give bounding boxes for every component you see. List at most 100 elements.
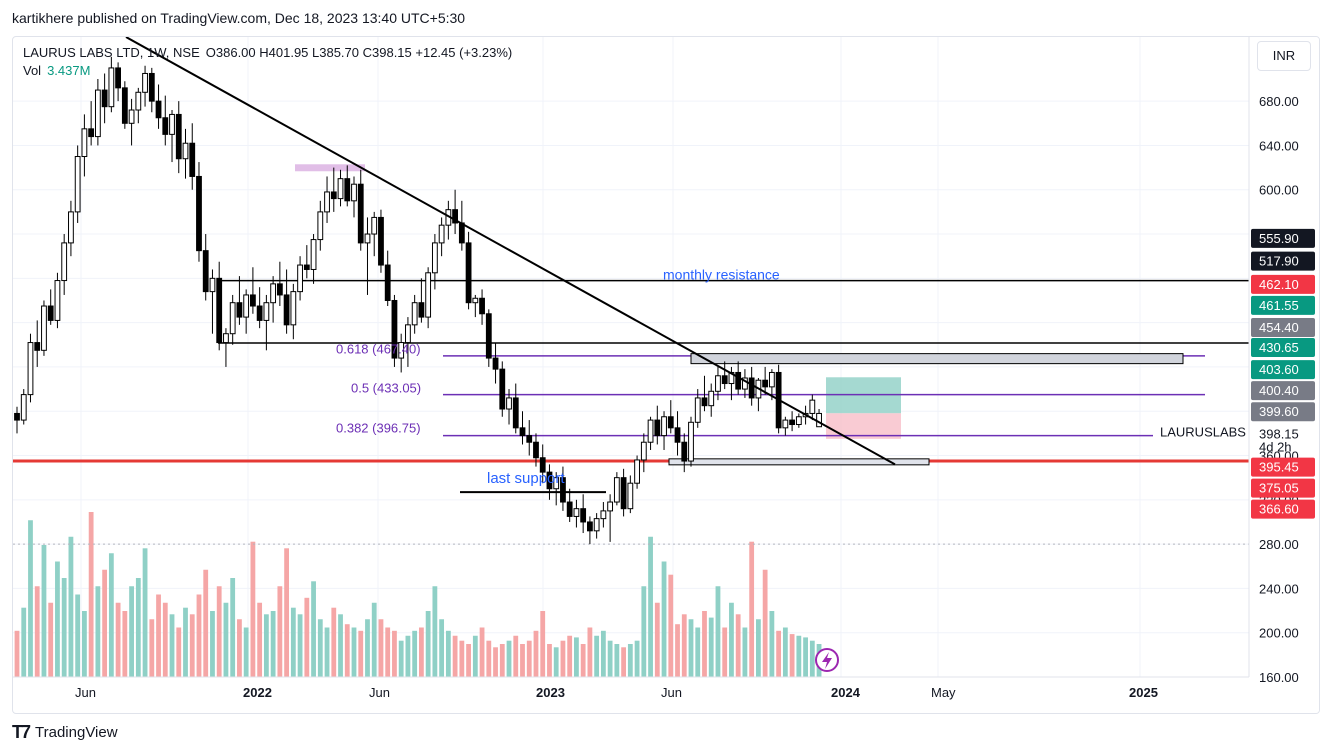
price-tick-label: 280.00 — [1259, 537, 1299, 552]
volume-bar — [506, 640, 512, 677]
candle — [418, 302, 425, 318]
price-tag-label: 400.40 — [1259, 383, 1299, 398]
candle — [809, 399, 816, 414]
volume-bar — [142, 548, 148, 677]
candle — [101, 89, 108, 108]
candle — [715, 375, 721, 392]
candle — [634, 459, 640, 484]
price-tick-label: 160.00 — [1259, 670, 1299, 685]
symbol-label[interactable]: LAURUS LABS LTD, 1W, NSE — [23, 45, 200, 60]
volume-bar — [48, 602, 54, 677]
candle — [458, 222, 465, 244]
volume-bar — [540, 611, 546, 677]
candle — [276, 283, 283, 296]
candle — [357, 183, 364, 244]
candle — [324, 191, 330, 213]
candle — [600, 510, 607, 520]
volume-bar — [715, 586, 721, 677]
price-tag-label: 403.60 — [1259, 362, 1299, 377]
price-chart[interactable]: monthly resistance last support 0.618 (467… — [13, 37, 1319, 713]
price-tag — [1251, 274, 1315, 294]
volume-bar — [162, 602, 168, 677]
volume-bar — [641, 586, 647, 677]
volume-bar — [729, 602, 734, 677]
price-tag — [1251, 402, 1315, 422]
time-tick-label: Jun — [661, 685, 682, 700]
volume-bar — [122, 611, 128, 677]
volume-bar — [580, 644, 586, 677]
volume-bar — [237, 619, 242, 677]
candle — [256, 305, 263, 321]
volume-bar — [742, 627, 748, 677]
volume-bar — [75, 594, 81, 677]
volume-bar — [708, 617, 714, 677]
candle — [344, 178, 351, 202]
volume-bar — [102, 569, 108, 677]
candle — [479, 297, 485, 315]
volume-bar — [365, 619, 370, 677]
chart-panel[interactable]: monthly resistance last support 0.618 (467… — [12, 36, 1320, 714]
price-tick-label: 680.00 — [1259, 94, 1299, 109]
gray-zone-box — [690, 353, 1184, 365]
volume-bar — [176, 627, 182, 677]
candle — [270, 283, 277, 304]
volume-bar — [290, 607, 296, 677]
candle — [263, 302, 270, 321]
candle — [148, 72, 155, 102]
volume-bar — [398, 640, 404, 677]
volume-bar — [796, 635, 802, 677]
candle — [667, 416, 674, 429]
volume-bar — [614, 644, 620, 677]
volume-bar — [183, 607, 188, 677]
volume-bar — [499, 644, 505, 677]
volume-bar — [351, 627, 357, 677]
candle — [485, 313, 492, 359]
volume-bar — [196, 594, 202, 677]
candle — [674, 427, 681, 443]
candle — [74, 156, 81, 213]
price-tag-label: 461.55 — [1259, 298, 1299, 313]
price-tag-label: 366.60 — [1259, 502, 1299, 517]
volume-bar — [61, 578, 67, 677]
candle — [782, 419, 789, 429]
candle — [135, 91, 142, 111]
volume-bar — [479, 627, 485, 677]
candle — [384, 264, 391, 301]
fib-0382-label: 0.382 (396.75) — [336, 420, 421, 435]
time-tick-label: May — [931, 685, 956, 700]
price-tag-label: 375.05 — [1259, 481, 1299, 496]
candle — [398, 342, 405, 359]
volume-bar — [263, 614, 269, 677]
candle — [189, 142, 196, 177]
lightning-icon — [822, 652, 832, 669]
volume-bar — [55, 561, 60, 677]
candle — [546, 471, 553, 490]
volume-bar — [34, 586, 40, 677]
time-tick-label: 2024 — [831, 685, 861, 700]
candle — [573, 508, 580, 517]
candle — [20, 394, 27, 421]
currency-button[interactable]: INR — [1257, 41, 1311, 71]
footer-brand[interactable]: TradingView — [35, 724, 118, 741]
volume-bar — [607, 640, 613, 677]
price-tag — [1251, 295, 1315, 315]
gray-zone-box — [668, 458, 930, 466]
volume-bar — [88, 512, 94, 677]
volume-bar — [311, 581, 316, 677]
volume-bar — [419, 627, 424, 677]
volume-bar — [405, 635, 411, 677]
price-tag — [1251, 360, 1315, 380]
volume-bar — [439, 619, 445, 677]
volume-bar — [378, 619, 384, 677]
volume-bar — [135, 578, 141, 677]
trendline[interactable] — [125, 37, 896, 466]
candle — [303, 264, 310, 270]
last-support-label: last support — [487, 470, 565, 487]
candle — [337, 178, 344, 200]
candle — [566, 501, 573, 517]
volume-bar — [115, 602, 121, 677]
volume-bar — [695, 627, 701, 677]
volume-bar — [28, 520, 33, 677]
price-tag — [1251, 457, 1315, 477]
price-tick-label: 600.00 — [1259, 183, 1299, 198]
